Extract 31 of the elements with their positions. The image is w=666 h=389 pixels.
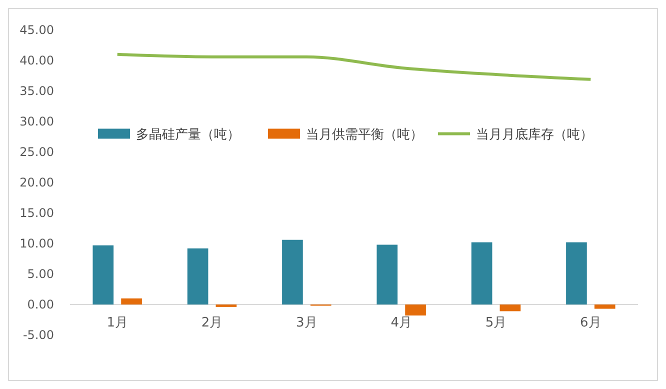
x-tick-label: 3月: [296, 316, 318, 330]
y-tick-label: 30.00: [20, 114, 54, 129]
bar: [376, 244, 398, 304]
bar: [405, 304, 426, 316]
y-tick-label: 45.00: [20, 23, 54, 38]
y-tick-label: 35.00: [20, 84, 54, 98]
x-tick-label: 2月: [201, 316, 223, 330]
y-tick-label: 20.00: [20, 176, 54, 190]
bar: [566, 242, 587, 304]
y-tick-label: 40.00: [20, 54, 54, 68]
y-tick-label: 0.00: [27, 298, 54, 312]
line-series: [116, 52, 592, 81]
y-tick-label: 15.00: [20, 206, 54, 220]
x-tick-label: 5月: [485, 316, 507, 330]
bar: [92, 245, 114, 304]
bar: [187, 248, 208, 304]
bar: [121, 298, 142, 304]
y-tick-label: -5.00: [22, 328, 54, 342]
legend-label: 当月月底库存（吨）: [476, 127, 593, 142]
y-tick-label: 10.00: [20, 236, 54, 251]
y-tick-label: 5.00: [27, 267, 54, 282]
y-tick-label: 25.00: [20, 145, 54, 160]
bar: [471, 242, 492, 304]
x-tick-label: 1月: [106, 316, 128, 330]
x-tick-label: 6月: [580, 316, 602, 330]
bar: [282, 240, 303, 304]
legend-label: 当月供需平衡（吨）: [306, 127, 423, 142]
legend-label: 多晶硅产量（吨）: [136, 127, 240, 142]
bar: [500, 304, 521, 312]
bar: [594, 304, 616, 309]
x-tick-label: 4月: [390, 316, 412, 330]
